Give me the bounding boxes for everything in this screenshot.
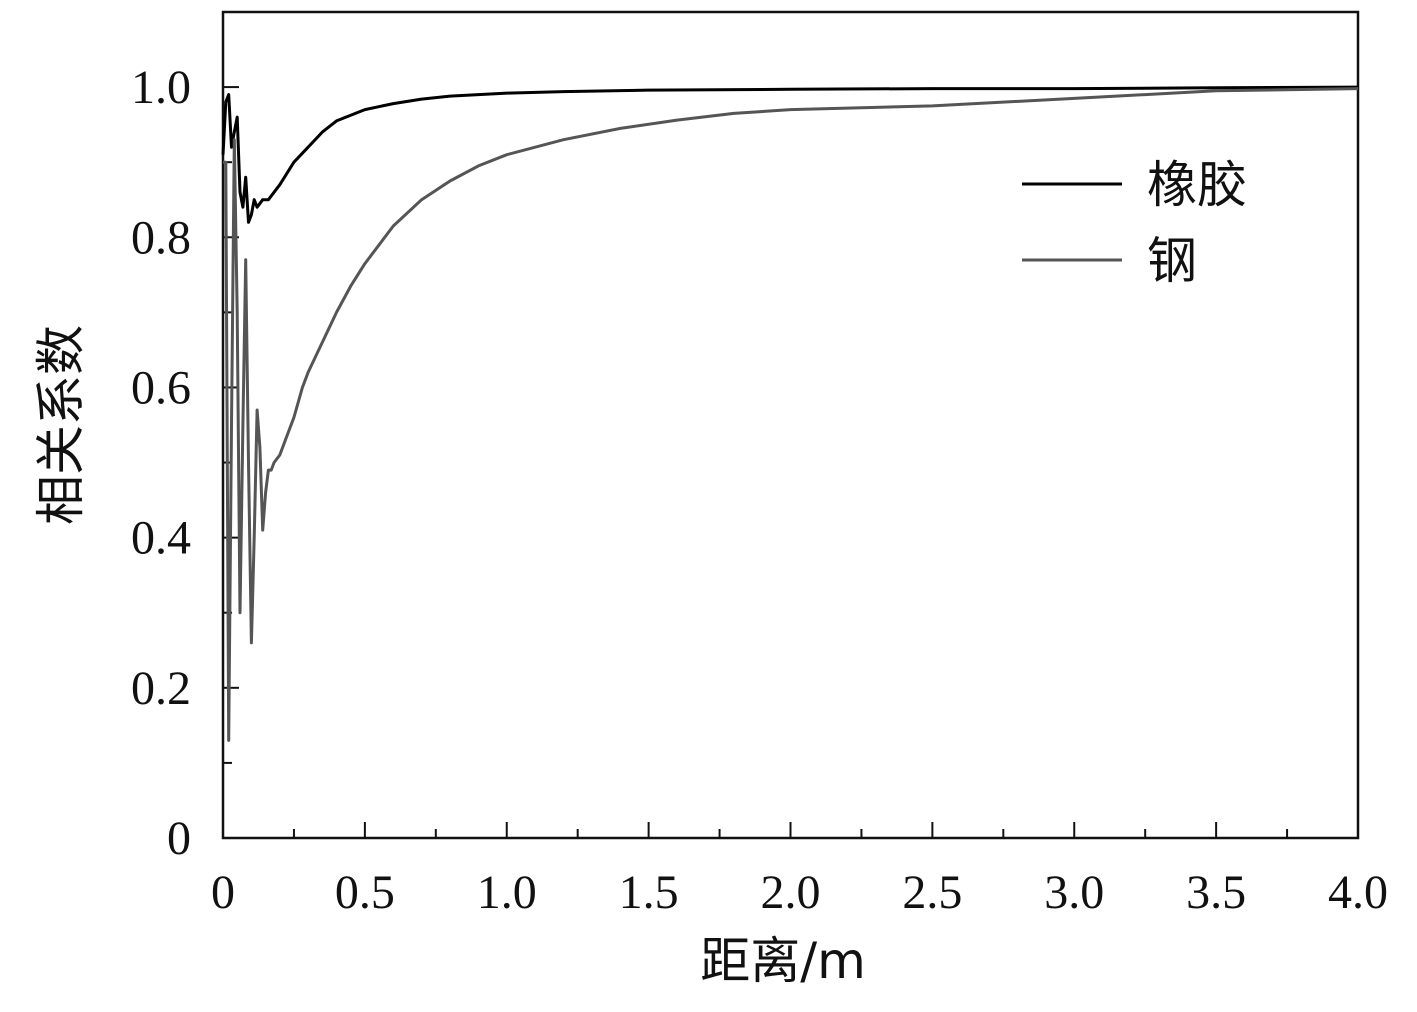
series-line-steel	[223, 87, 1359, 742]
y-tick-label: 1.0	[131, 61, 191, 114]
y-tick-label: 0.4	[131, 512, 191, 565]
x-tick-label: 1.0	[477, 866, 537, 919]
legend: 橡胶 钢	[1022, 156, 1247, 290]
y-axis: 0 0.2 0.4 0.6 0.8 1.0	[131, 11, 239, 865]
x-tick-label: 2.5	[902, 866, 962, 919]
y-tick-label: 0.6	[131, 361, 191, 414]
x-axis: 0 0.5 1.0 1.5 2.0 2.5 3.0 3.5 4.0	[211, 822, 1388, 919]
x-tick-label: 0.5	[335, 866, 395, 919]
x-tick-label: 1.5	[619, 866, 679, 919]
y-tick-label: 0.8	[131, 211, 191, 264]
y-tick-label: 0.2	[131, 662, 191, 715]
legend-label-rubber: 橡胶	[1147, 156, 1247, 214]
series-line-rubber	[221, 85, 1359, 224]
y-axis-title: 相关系数	[32, 325, 90, 525]
x-tick-label: 4.0	[1328, 866, 1388, 919]
x-axis-title: 距离/m	[700, 932, 866, 990]
legend-label-steel: 钢	[1147, 232, 1197, 290]
x-tick-label: 0	[211, 866, 235, 919]
x-tick-label: 2.0	[761, 866, 821, 919]
x-tick-label: 3.5	[1186, 866, 1246, 919]
plot-frame	[221, 10, 1360, 840]
y-tick-label: 0	[167, 812, 191, 865]
x-tick-label: 3.0	[1044, 866, 1104, 919]
series-lines	[221, 85, 1359, 742]
